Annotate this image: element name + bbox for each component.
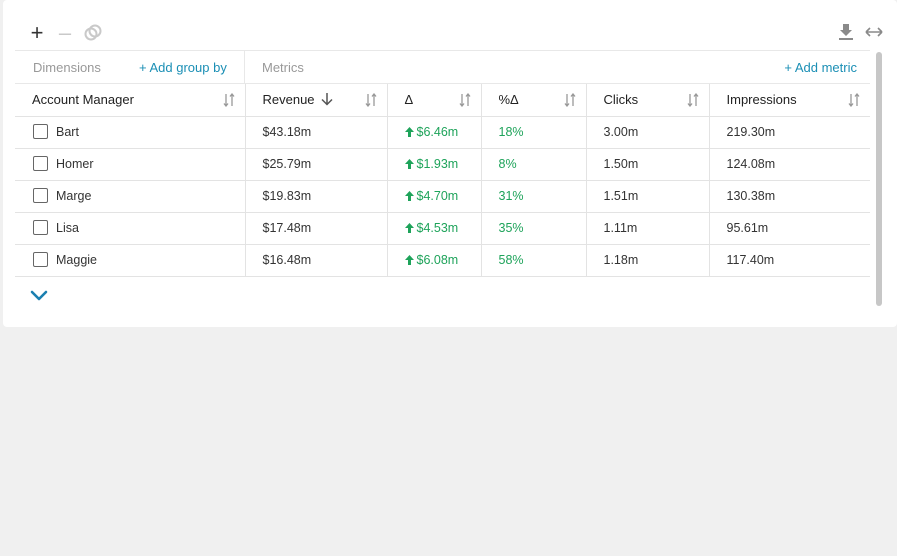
toolbar-right: [837, 22, 883, 42]
percent-delta-cell: 18%: [498, 125, 524, 139]
column-label: Account Manager: [32, 92, 134, 107]
revenue-cell: $16.48m: [262, 253, 312, 267]
sort-icon[interactable]: [686, 93, 699, 107]
table-row[interactable]: Homer $25.79m $1.93m 8% 1.50m 124.08m: [15, 148, 870, 181]
row-checkbox[interactable]: [33, 252, 48, 267]
minus-icon[interactable]: –: [58, 20, 72, 45]
clicks-cell: 1.51m: [603, 189, 639, 203]
table-row[interactable]: Lisa $17.48m $4.53m 35% 1.11m 95.61m: [15, 212, 870, 245]
column-label: Δ: [404, 92, 414, 107]
account-manager-cell: Marge: [56, 189, 92, 203]
add-metric-link[interactable]: + Add metric: [784, 60, 857, 75]
impressions-cell: 130.38m: [726, 189, 776, 203]
percent-delta-cell: 8%: [498, 157, 517, 171]
table-header-row: Account Manager Revenue Δ %Δ: [15, 84, 870, 117]
metrics-label: Metrics: [262, 60, 304, 75]
delta-cell: $4.53m: [416, 221, 459, 235]
row-checkbox[interactable]: [33, 156, 48, 171]
revenue-cell: $17.48m: [262, 221, 312, 235]
report-card: + – Dimensions + Add group by Metri: [3, 0, 897, 327]
row-checkbox[interactable]: [33, 188, 48, 203]
sort-icon[interactable]: [848, 93, 860, 107]
clicks-cell: 1.50m: [603, 157, 639, 171]
section-header: Dimensions + Add group by Metrics + Add …: [15, 50, 870, 84]
chevron-down-icon[interactable]: [29, 287, 49, 303]
dimensions-label: Dimensions: [33, 60, 101, 75]
column-header-percent-delta[interactable]: %Δ: [481, 84, 587, 117]
column-header-impressions[interactable]: Impressions: [709, 84, 870, 117]
clicks-cell: 3.00m: [603, 125, 639, 139]
vertical-scrollbar[interactable]: [876, 52, 882, 306]
delta-cell: $6.08m: [416, 253, 459, 267]
column-header-revenue[interactable]: Revenue: [245, 84, 388, 117]
clicks-cell: 1.11m: [603, 221, 638, 235]
up-arrow-icon: [404, 255, 414, 265]
link-icon[interactable]: [83, 22, 103, 44]
row-checkbox[interactable]: [33, 220, 48, 235]
download-icon[interactable]: [837, 22, 855, 42]
column-header-clicks[interactable]: Clicks: [586, 84, 710, 117]
account-manager-cell: Homer: [56, 157, 94, 171]
impressions-cell: 124.08m: [726, 157, 776, 171]
clicks-cell: 1.18m: [603, 253, 639, 267]
revenue-cell: $43.18m: [262, 125, 312, 139]
column-label: Revenue: [262, 92, 315, 107]
percent-delta-cell: 35%: [498, 221, 524, 235]
revenue-cell: $19.83m: [262, 189, 312, 203]
column-label: %Δ: [498, 92, 519, 107]
delta-cell: $4.70m: [416, 189, 459, 203]
revenue-cell: $25.79m: [262, 157, 312, 171]
plus-icon[interactable]: +: [30, 20, 44, 45]
table-row[interactable]: Marge $19.83m $4.70m 31% 1.51m 130.38m: [15, 180, 870, 213]
account-manager-cell: Lisa: [56, 221, 79, 235]
impressions-cell: 95.61m: [726, 221, 769, 235]
percent-delta-cell: 58%: [498, 253, 524, 267]
up-arrow-icon: [404, 127, 414, 137]
sort-descending-icon[interactable]: [320, 92, 334, 106]
impressions-cell: 117.40m: [726, 253, 775, 267]
delta-cell: $6.46m: [416, 125, 459, 139]
up-arrow-icon: [404, 159, 414, 169]
sort-icon[interactable]: [222, 93, 235, 107]
row-checkbox[interactable]: [33, 124, 48, 139]
column-header-delta[interactable]: Δ: [387, 84, 482, 117]
section-divider: [244, 51, 245, 83]
up-arrow-icon: [404, 223, 414, 233]
metrics-table: Account Manager Revenue Δ %Δ: [15, 84, 870, 277]
column-label: Clicks: [603, 92, 639, 107]
expand-horizontal-icon[interactable]: [865, 22, 883, 42]
percent-delta-cell: 31%: [498, 189, 524, 203]
column-header-account-manager[interactable]: Account Manager: [15, 84, 246, 117]
table-row[interactable]: Bart $43.18m $6.46m 18% 3.00m 219.30m: [15, 116, 870, 149]
sort-icon[interactable]: [458, 93, 471, 107]
table-row[interactable]: Maggie $16.48m $6.08m 58% 1.18m 117.40m: [15, 244, 870, 277]
add-group-by-link[interactable]: + Add group by: [139, 60, 227, 75]
column-label: Impressions: [726, 92, 797, 107]
toolbar-left: + –: [27, 22, 103, 44]
account-manager-cell: Maggie: [56, 253, 97, 267]
sort-icon[interactable]: [563, 93, 576, 107]
sort-icon[interactable]: [364, 93, 377, 107]
data-grid: Dimensions + Add group by Metrics + Add …: [15, 50, 870, 277]
account-manager-cell: Bart: [56, 125, 79, 139]
up-arrow-icon: [404, 191, 414, 201]
delta-cell: $1.93m: [416, 157, 459, 171]
impressions-cell: 219.30m: [726, 125, 776, 139]
